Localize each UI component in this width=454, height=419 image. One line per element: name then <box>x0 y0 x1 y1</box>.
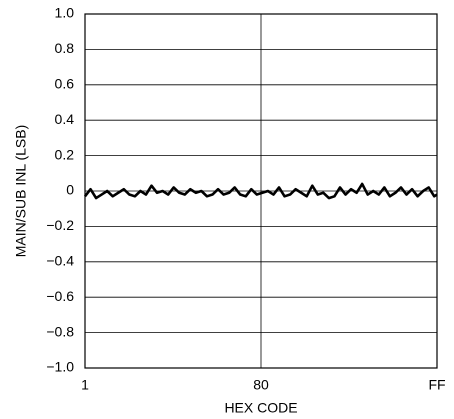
x-tick-label: 80 <box>253 377 269 393</box>
y-tick-label: 0.2 <box>55 146 75 162</box>
y-tick-label: 0 <box>66 182 74 198</box>
x-tick-label: FF <box>428 377 445 393</box>
y-tick-label: 0.6 <box>55 76 75 92</box>
data-line <box>83 182 438 200</box>
x-axis-label: HEX CODE <box>224 400 297 416</box>
y-tick-label: −0.8 <box>46 323 74 339</box>
y-tick-label: 0.4 <box>55 111 75 127</box>
x-tick-label: 1 <box>81 377 89 393</box>
y-tick-label: 1.0 <box>55 5 75 21</box>
y-tick-label: −1.0 <box>46 359 74 375</box>
y-tick-label: 0.8 <box>55 40 75 56</box>
y-tick-label: −0.6 <box>46 288 74 304</box>
plot-frame <box>84 13 438 369</box>
y-tick-label: −0.4 <box>46 253 74 269</box>
y-axis-label: MAIN/SUB INL (LSB) <box>13 125 29 258</box>
y-tick-label: −0.2 <box>46 217 74 233</box>
